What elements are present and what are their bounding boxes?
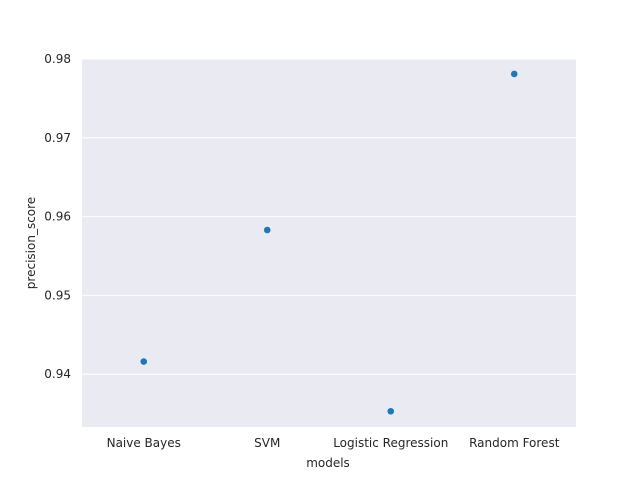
x-tick-label: Random Forest	[469, 436, 560, 450]
data-point	[140, 358, 148, 365]
data-point	[510, 70, 518, 78]
x-axis-ticks: Naive Bayes SVM Logistic Regression Random …	[107, 436, 560, 450]
grid-lines	[82, 58, 576, 375]
x-tick-label: Naive Bayes	[107, 436, 181, 450]
y-tick-label: 0.97	[44, 131, 71, 145]
y-axis-label: precision_score	[24, 197, 38, 289]
data-point	[387, 407, 395, 415]
x-tick-label: SVM	[254, 436, 280, 450]
y-tick-label: 0.95	[44, 288, 71, 302]
x-axis-label: models	[306, 456, 350, 470]
y-tick-label: 0.94	[44, 367, 71, 381]
plot-background	[82, 59, 576, 427]
y-tick-label: 0.98	[44, 52, 71, 66]
y-axis-ticks: 0.94 0.95 0.96 0.97 0.98	[44, 52, 71, 381]
x-tick-label: Logistic Regression	[333, 436, 448, 450]
y-tick-label: 0.96	[44, 210, 71, 224]
data-points	[140, 70, 518, 415]
data-point	[263, 226, 271, 234]
